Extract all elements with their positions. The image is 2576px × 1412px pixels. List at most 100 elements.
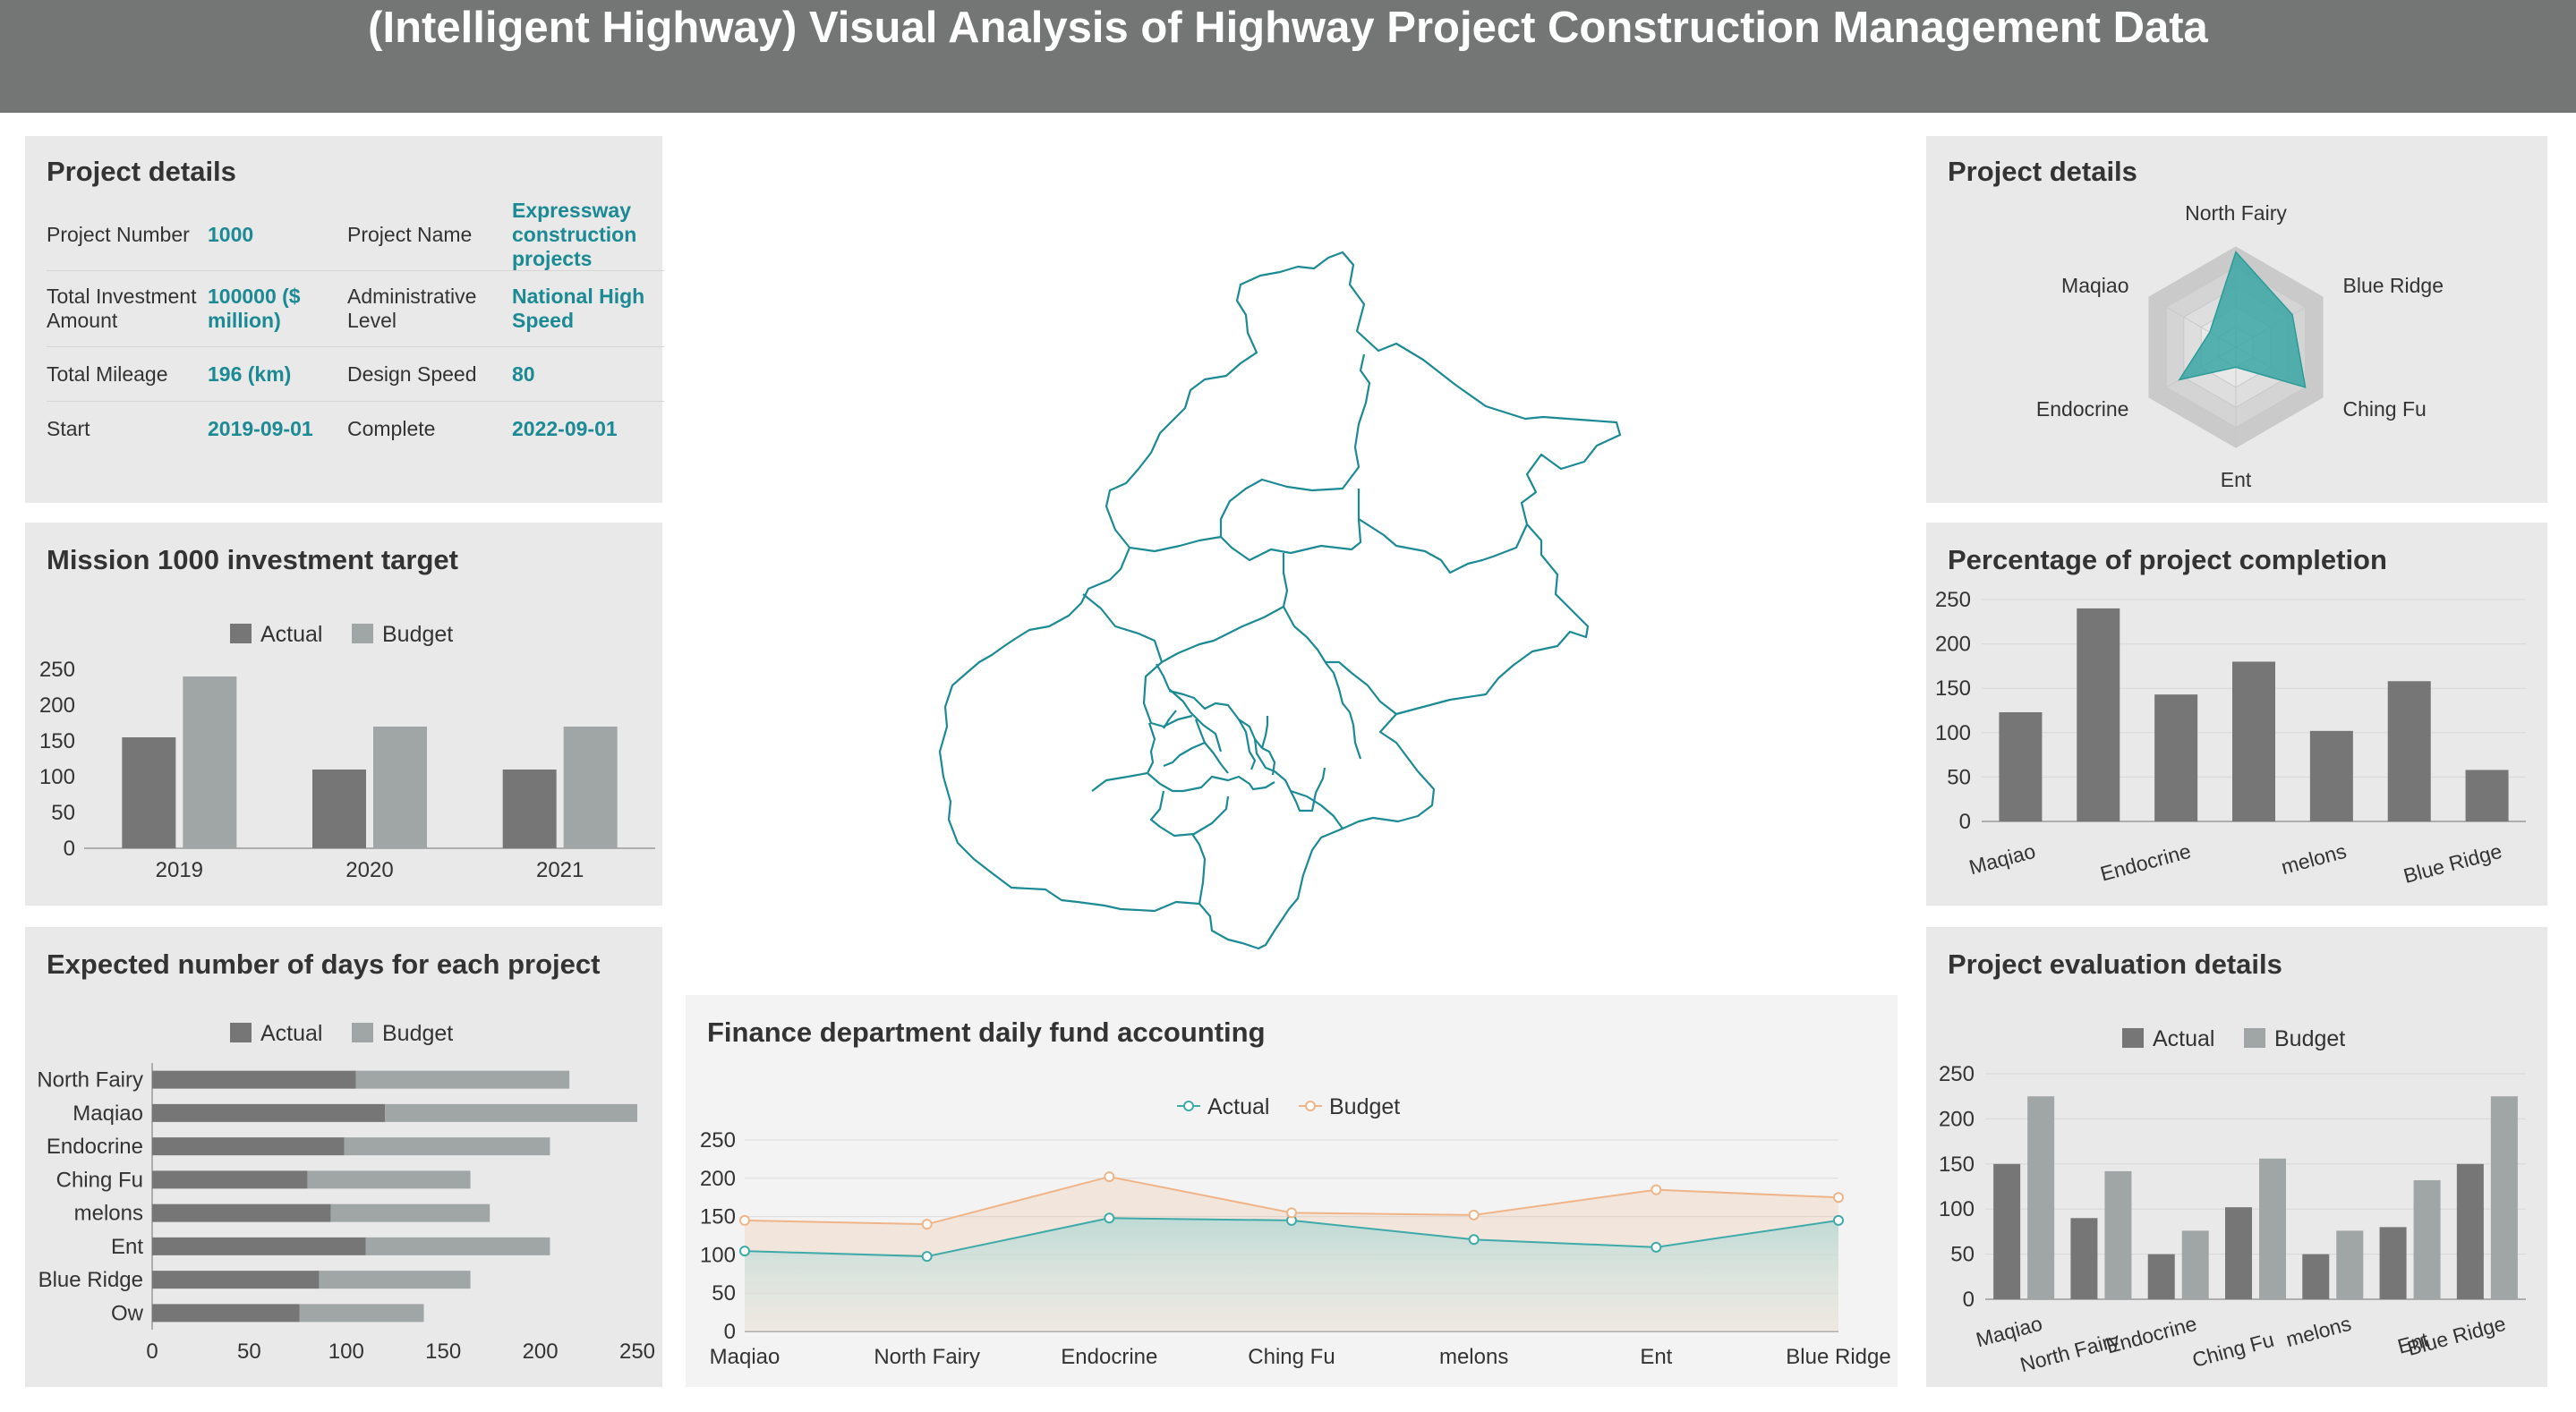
completion-panel: Percentage of project completion 0 50 100 1… — [1926, 523, 2547, 906]
map-district-border — [1283, 606, 1362, 760]
radar-indicator-label: Maqiao — [2061, 274, 2128, 297]
point-budget-Endocrine — [1104, 1171, 1115, 1183]
x-tick-label: 2020 — [345, 858, 393, 882]
x-tick-label: 250 — [619, 1340, 655, 1364]
detail-label: Total Investment Amount — [47, 285, 197, 332]
bar-Blue Ridge — [2465, 770, 2509, 821]
legend-swatch-budget — [2244, 1028, 2265, 1048]
y-tick-label: 250 — [700, 1128, 736, 1153]
radar-indicator-label: Endocrine — [2036, 397, 2129, 421]
point-actual-Endocrine — [1104, 1212, 1115, 1224]
investment-target-panel: Mission 1000 investment target Actual Bud… — [25, 523, 662, 906]
radar-indicator-label: Blue Ridge — [2343, 274, 2444, 297]
y-tick-label: 200 — [700, 1167, 736, 1191]
map-district-border — [1146, 722, 1275, 793]
radar-panel: Project details North Fairy Blue Ridge Chi… — [1926, 136, 2547, 503]
legend-label-actual: Actual — [260, 1021, 322, 1046]
y-tick-label: 100 — [1935, 721, 1971, 745]
detail-value: 196 (km) — [208, 362, 292, 386]
y-tick-label: 250 — [39, 658, 75, 682]
detail-value: National High Speed — [512, 285, 645, 332]
bar-budget-Ent — [365, 1237, 550, 1255]
detail-value: 100000 ($ million) — [208, 285, 301, 332]
x-tick-label: 200 — [523, 1340, 559, 1364]
detail-row: Start 2019-09-01 Complete 2022-09-01 — [47, 402, 664, 455]
legend-swatch-actual — [230, 624, 252, 643]
radar-indicator-label: North Fairy — [2185, 201, 2287, 225]
legend-label-budget: Budget — [2274, 1026, 2345, 1051]
completion-title: Percentage of project completion — [1948, 544, 2387, 575]
map-district-border — [1290, 789, 1343, 829]
finance-chart: Actual Budget 0 50 100 150 200 250 Maqiao North F… — [700, 1094, 1891, 1369]
map-district-border — [1168, 689, 1326, 812]
point-actual-Maqiao — [739, 1246, 750, 1257]
bar-budget-North Fairy — [2104, 1170, 2132, 1299]
point-budget-Ent — [1651, 1184, 1662, 1195]
x-tick-label: 0 — [146, 1340, 158, 1364]
bar-budget-Endocrine — [2181, 1230, 2209, 1299]
y-tick-label: 100 — [700, 1243, 736, 1267]
detail-label: Complete — [347, 416, 436, 440]
radar-chart: North Fairy Blue Ridge Ching Fu Ent Endocrin… — [2036, 201, 2444, 491]
finance-title: Finance department daily fund accounting — [707, 1016, 1266, 1048]
x-tick-label: 50 — [237, 1340, 261, 1364]
y-tick-label: melons — [74, 1202, 143, 1226]
bar-North Fairy — [2077, 608, 2120, 821]
map-district-border — [1142, 661, 1193, 728]
legend-marker-actual — [1183, 1101, 1194, 1111]
map-district-border — [1156, 663, 1223, 753]
bar-budget-2019 — [183, 676, 237, 848]
expected-days-title: Expected number of days for each project — [47, 948, 601, 980]
detail-row: Project Number 1000 Project Name Express… — [47, 199, 664, 271]
legend-label-budget: Budget — [382, 622, 453, 647]
y-tick-label: 0 — [1963, 1288, 1975, 1312]
x-tick-label: Ent — [1640, 1345, 1672, 1369]
legend-swatch-actual — [230, 1023, 252, 1042]
map-district-border — [1091, 771, 1148, 792]
bar-Maqiao — [1999, 711, 2043, 821]
bar-actual-Endocrine — [2147, 1254, 2175, 1299]
bar-actual-Endocrine — [152, 1137, 345, 1156]
radar-indicator-label: Ching Fu — [2343, 397, 2427, 421]
expected-days-chart: Actual Budget 0 50 100 150 200 250 North Fairy Ma… — [37, 1021, 655, 1364]
region-map[interactable] — [931, 242, 1629, 957]
x-tick-label: 150 — [425, 1340, 461, 1364]
point-budget-Maqiao — [739, 1214, 750, 1226]
x-tick-label: 2021 — [536, 858, 584, 882]
map-district-border — [1260, 716, 1269, 749]
bar-actual-Blue Ridge — [2456, 1163, 2484, 1299]
detail-row: Total Investment Amount 100000 ($ millio… — [47, 271, 664, 347]
detail-label: Project Name — [347, 222, 473, 246]
y-tick-label: 250 — [1935, 588, 1971, 612]
x-tick-label: Maqiao — [1966, 839, 2038, 880]
bar-budget-2020 — [373, 727, 427, 848]
legend-swatch-budget — [352, 624, 373, 643]
detail-label: Administrative Level — [347, 285, 477, 332]
point-budget-Ching Fu — [1286, 1207, 1297, 1219]
map-district-border — [1358, 518, 1528, 574]
bar-budget-Maqiao — [2027, 1096, 2055, 1299]
map-district-border — [1254, 738, 1276, 776]
x-tick-label: Endocrine — [2098, 839, 2194, 886]
bar-actual-melons — [2302, 1254, 2330, 1299]
y-tick-label: Blue Ridge — [38, 1268, 143, 1292]
y-tick-label: 100 — [39, 765, 75, 789]
map-district-border — [1219, 353, 1371, 537]
x-tick-label: Blue Ridge — [2401, 839, 2503, 888]
investment-target-title: Mission 1000 investment target — [47, 544, 458, 575]
map-district-border — [1149, 790, 1230, 838]
area-actual — [745, 1218, 1838, 1331]
bar-actual-Ent — [2379, 1227, 2407, 1299]
x-tick-label: Endocrine — [1061, 1345, 1157, 1369]
bar-budget-melons — [330, 1204, 490, 1222]
map-district-border — [1163, 710, 1177, 729]
bar-budget-Ow — [299, 1304, 424, 1323]
map-district-border — [1325, 660, 1397, 715]
detail-label: Start — [47, 416, 90, 440]
bar-actual-melons — [152, 1204, 331, 1222]
x-tick-label: melons — [2283, 1312, 2353, 1351]
y-tick-label: 250 — [1939, 1062, 1975, 1086]
map-district-border — [1163, 741, 1206, 768]
map-district-border — [1194, 719, 1229, 774]
